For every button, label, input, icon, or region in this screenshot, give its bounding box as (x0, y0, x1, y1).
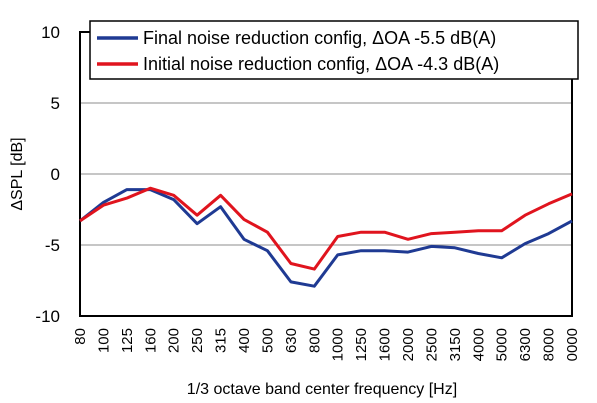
x-tick-label: 200 (166, 328, 183, 353)
x-tick-label: 5000 (494, 328, 511, 361)
y-axis-ticks: -10 -5 0 5 10 (35, 23, 60, 326)
x-tick-label: 6300 (517, 328, 534, 361)
x-tick-label: 0000 (564, 328, 581, 361)
x-tick-label: 500 (259, 328, 276, 353)
x-tick-label: 1000 (330, 328, 347, 361)
x-tick-label: 315 (213, 328, 230, 353)
y-tick-label: -5 (45, 236, 60, 255)
legend-entry-initial: Initial noise reduction config, ΔOA -4.3… (143, 54, 499, 74)
legend-box (89, 20, 579, 80)
x-tick-label: 2000 (400, 328, 417, 361)
x-tick-label: 8000 (541, 328, 558, 361)
series-line-initial (79, 186, 573, 271)
x-tick-label: 250 (189, 328, 206, 353)
x-tick-label: 160 (142, 328, 159, 353)
x-tick-label: 400 (236, 328, 253, 353)
y-tick-label: 0 (51, 165, 60, 184)
x-tick-label: 1600 (377, 328, 394, 361)
x-axis-label: 1/3 octave band center frequency [Hz] (187, 381, 457, 398)
legend-entry-final: Final noise reduction config, ΔOA -5.5 d… (143, 28, 496, 48)
x-tick-label: 4000 (470, 328, 487, 361)
y-tick-label: -10 (35, 307, 60, 326)
legend: Final noise reduction config, ΔOA -5.5 d… (89, 20, 579, 80)
x-tick-label: 80 (72, 328, 89, 345)
y-tick-label: 10 (41, 23, 60, 42)
x-tick-label: 1250 (353, 328, 370, 361)
x-axis-ticks: 80 100 125 160 200 250 315 400 500 630 800 1000 1250… (72, 328, 581, 361)
x-tick-label: 2500 (423, 328, 440, 361)
x-tick-label: 630 (283, 328, 300, 353)
y-axis-label: ΔSPL [dB] (9, 137, 26, 210)
x-tick-label: 100 (95, 328, 112, 353)
y-tick-label: 5 (51, 94, 60, 113)
series-lines (79, 186, 573, 288)
series-line-final (79, 188, 573, 288)
x-tick-label: 125 (119, 328, 136, 353)
x-tick-label: 800 (306, 328, 323, 353)
gridlines (80, 102, 572, 246)
x-tick-label: 3150 (447, 328, 464, 361)
